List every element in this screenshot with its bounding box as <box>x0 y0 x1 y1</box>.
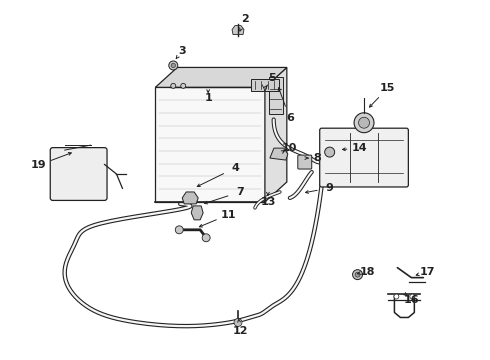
Polygon shape <box>191 206 203 220</box>
Polygon shape <box>232 26 244 35</box>
Circle shape <box>169 61 178 70</box>
Text: 11: 11 <box>220 210 236 220</box>
Circle shape <box>234 319 242 327</box>
FancyBboxPatch shape <box>319 128 408 187</box>
Text: 14: 14 <box>352 143 368 153</box>
FancyBboxPatch shape <box>269 77 283 114</box>
Polygon shape <box>182 192 198 204</box>
Circle shape <box>171 63 175 68</box>
FancyBboxPatch shape <box>298 155 312 169</box>
Text: 19: 19 <box>31 160 47 170</box>
Circle shape <box>175 226 183 234</box>
Text: 4: 4 <box>231 163 239 173</box>
Text: 13: 13 <box>260 197 275 207</box>
Circle shape <box>181 84 186 88</box>
Circle shape <box>359 117 369 128</box>
Polygon shape <box>155 87 265 202</box>
Text: 5: 5 <box>268 73 276 84</box>
Circle shape <box>354 113 374 133</box>
Polygon shape <box>155 67 287 87</box>
Text: 7: 7 <box>236 187 244 197</box>
Text: 1: 1 <box>204 93 212 103</box>
FancyBboxPatch shape <box>50 148 107 201</box>
Circle shape <box>353 270 363 280</box>
Text: 10: 10 <box>282 143 297 153</box>
Circle shape <box>410 294 415 299</box>
Text: 17: 17 <box>419 267 435 276</box>
Polygon shape <box>270 148 288 160</box>
Text: 8: 8 <box>314 153 321 163</box>
Polygon shape <box>265 67 287 202</box>
Text: 2: 2 <box>241 14 249 24</box>
Text: 15: 15 <box>380 84 395 93</box>
Circle shape <box>355 272 360 277</box>
Circle shape <box>171 84 176 88</box>
Text: 18: 18 <box>360 267 375 276</box>
FancyBboxPatch shape <box>251 80 279 91</box>
Text: 3: 3 <box>178 45 186 55</box>
Text: 16: 16 <box>404 294 419 305</box>
Text: 6: 6 <box>286 113 294 123</box>
Circle shape <box>202 234 210 242</box>
Text: 12: 12 <box>232 327 248 336</box>
Text: 9: 9 <box>326 183 334 193</box>
Circle shape <box>394 294 399 299</box>
Circle shape <box>325 147 335 157</box>
